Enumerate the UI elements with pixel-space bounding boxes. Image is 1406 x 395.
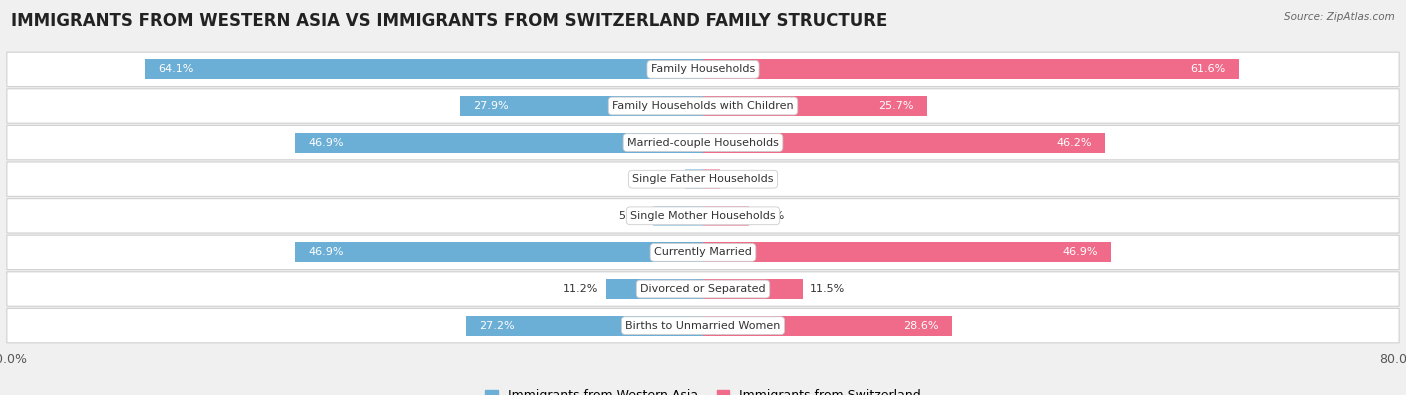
Bar	[703, 96, 927, 116]
FancyBboxPatch shape	[7, 125, 1399, 160]
Text: 5.3%: 5.3%	[756, 211, 785, 221]
Text: Births to Unmarried Women: Births to Unmarried Women	[626, 321, 780, 331]
FancyBboxPatch shape	[7, 52, 1399, 87]
Bar	[295, 132, 703, 152]
Bar	[145, 59, 703, 79]
Bar	[703, 316, 952, 336]
Text: 46.9%: 46.9%	[308, 247, 343, 258]
FancyBboxPatch shape	[7, 89, 1399, 123]
Bar	[606, 279, 703, 299]
FancyBboxPatch shape	[7, 235, 1399, 270]
Bar	[467, 316, 703, 336]
Text: 2.1%: 2.1%	[650, 174, 678, 184]
FancyBboxPatch shape	[7, 199, 1399, 233]
Text: Single Mother Households: Single Mother Households	[630, 211, 776, 221]
Text: 2.0%: 2.0%	[727, 174, 756, 184]
Bar	[295, 243, 703, 263]
Text: 11.2%: 11.2%	[564, 284, 599, 294]
Legend: Immigrants from Western Asia, Immigrants from Switzerland: Immigrants from Western Asia, Immigrants…	[481, 384, 925, 395]
Text: Family Households: Family Households	[651, 64, 755, 74]
Text: 11.5%: 11.5%	[810, 284, 845, 294]
Bar	[703, 206, 749, 226]
Text: 27.2%: 27.2%	[479, 321, 515, 331]
Text: 27.9%: 27.9%	[474, 101, 509, 111]
Text: 5.7%: 5.7%	[619, 211, 647, 221]
Bar	[703, 279, 803, 299]
Bar	[703, 243, 1111, 263]
Text: 46.2%: 46.2%	[1056, 137, 1092, 148]
Text: Currently Married: Currently Married	[654, 247, 752, 258]
FancyBboxPatch shape	[7, 162, 1399, 196]
Text: Source: ZipAtlas.com: Source: ZipAtlas.com	[1284, 12, 1395, 22]
FancyBboxPatch shape	[7, 308, 1399, 343]
Text: Family Households with Children: Family Households with Children	[612, 101, 794, 111]
Bar	[703, 169, 720, 189]
Text: Married-couple Households: Married-couple Households	[627, 137, 779, 148]
Text: 46.9%: 46.9%	[1063, 247, 1098, 258]
Bar	[703, 132, 1105, 152]
Bar	[703, 59, 1239, 79]
Text: 25.7%: 25.7%	[877, 101, 914, 111]
Bar	[654, 206, 703, 226]
Text: 28.6%: 28.6%	[903, 321, 939, 331]
Text: Divorced or Separated: Divorced or Separated	[640, 284, 766, 294]
Text: 46.9%: 46.9%	[308, 137, 343, 148]
Text: IMMIGRANTS FROM WESTERN ASIA VS IMMIGRANTS FROM SWITZERLAND FAMILY STRUCTURE: IMMIGRANTS FROM WESTERN ASIA VS IMMIGRAN…	[11, 12, 887, 30]
FancyBboxPatch shape	[7, 272, 1399, 306]
Text: Single Father Households: Single Father Households	[633, 174, 773, 184]
Text: 61.6%: 61.6%	[1191, 64, 1226, 74]
Bar	[460, 96, 703, 116]
Text: 64.1%: 64.1%	[159, 64, 194, 74]
Bar	[685, 169, 703, 189]
